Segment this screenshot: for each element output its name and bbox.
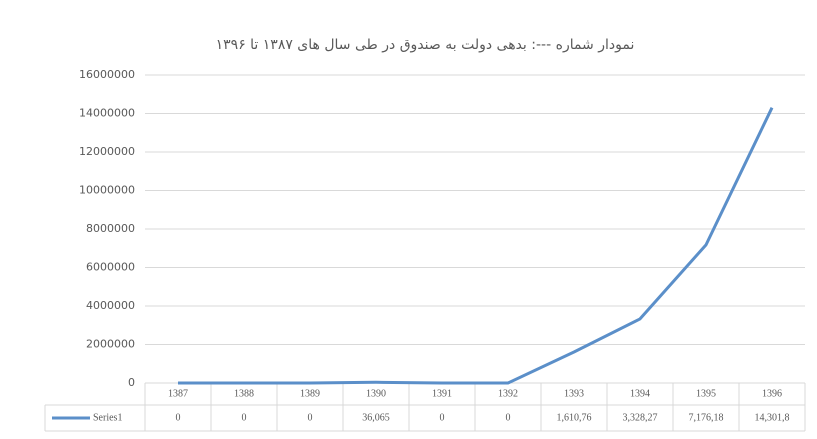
table-value: 0: [506, 412, 511, 423]
y-tick-label: 2000000: [86, 338, 135, 351]
table-value: 14,301,8: [755, 412, 790, 423]
table-value: 0: [176, 412, 181, 423]
y-tick-label: 10000000: [79, 184, 135, 197]
x-tick-label: 1390: [366, 388, 386, 399]
x-tick-label: 1388: [234, 388, 254, 399]
y-tick-label: 8000000: [86, 222, 135, 235]
line-series: [178, 107, 774, 385]
table-value: 0: [308, 412, 313, 423]
table-value: 0: [242, 412, 247, 423]
table-value: 1,610,76: [557, 412, 592, 423]
legend-label: Series1: [93, 412, 122, 423]
x-tick-label: 1396: [762, 388, 782, 399]
y-tick-label: 0: [128, 376, 135, 389]
x-tick-label: 1395: [696, 388, 716, 399]
x-tick-label: 1389: [300, 388, 320, 399]
chart-title: نمودار شماره ---: بدهی دولت به صندوق در …: [216, 37, 635, 53]
x-tick-label: 1387: [168, 388, 188, 399]
x-tick-label: 1393: [564, 388, 584, 399]
y-tick-label: 4000000: [86, 299, 135, 312]
x-tick-label: 1391: [432, 388, 452, 399]
y-tick-label: 16000000: [79, 68, 135, 81]
table-value: 36,065: [362, 412, 390, 423]
y-tick-label: 14000000: [79, 107, 135, 120]
x-tick-label: 1394: [630, 388, 650, 399]
table-value: 7,176,18: [689, 412, 724, 423]
y-tick-label: 6000000: [86, 261, 135, 274]
table-value: 3,328,27: [623, 412, 658, 423]
table-value: 0: [440, 412, 445, 423]
x-tick-label: 1392: [498, 388, 518, 399]
y-tick-label: 12000000: [79, 145, 135, 158]
